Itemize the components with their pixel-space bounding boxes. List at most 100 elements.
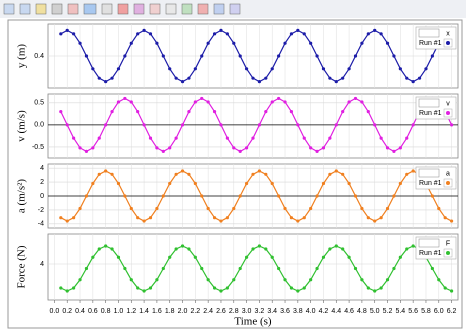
data-point [148,32,153,36]
data-point [347,255,351,259]
data-point [238,194,242,198]
data-point [321,181,326,186]
data-point [341,172,345,176]
data-point [277,96,281,101]
data-point [104,80,108,84]
x-tick-label: 3.0 [242,308,252,315]
tool-icon[interactable] [35,3,47,15]
legend-marker [446,41,450,45]
tool-icon[interactable] [117,3,129,15]
tool-icon[interactable] [3,3,15,15]
data-point [65,123,69,127]
tool-icon[interactable] [83,3,97,15]
data-point [110,76,114,80]
data-point [430,266,434,271]
data-point [328,247,332,251]
data-point [116,67,121,71]
data-point [84,54,89,58]
x-tick-label: 1.6 [152,308,162,315]
y-tick-label: 0.5 [34,100,44,107]
data-point [148,216,153,220]
data-point [129,41,133,45]
tool-icon[interactable] [149,3,161,15]
data-point [251,76,255,80]
data-point [270,100,274,104]
data-point [366,32,370,36]
data-point [302,136,306,140]
data-point [136,286,140,290]
data-point [328,172,332,176]
data-point [334,80,338,84]
data-point [200,266,204,271]
data-point [277,194,281,198]
x-tick-label: 2.4 [203,308,213,315]
data-point [123,54,127,58]
tool-icon[interactable] [181,3,193,15]
data-point [417,76,422,80]
data-point [155,278,159,282]
data-point [347,100,351,104]
y-tick-label: 2 [40,179,44,186]
x-tick-label: 4.8 [357,308,367,315]
data-point [405,247,409,251]
data-point [392,194,396,198]
y-tick-label: -4 [38,221,44,228]
data-point [283,206,287,211]
data-point [309,206,313,211]
data-point [334,123,338,127]
data-point [264,110,268,114]
data-point [161,266,165,271]
tool-icon[interactable] [213,3,225,15]
y-axis-label: a (m/s²) [16,179,28,213]
tool-icon[interactable] [133,3,145,15]
data-point [283,41,287,45]
x-tick-label: 0.4 [75,308,85,315]
x-tick-label: 5.0 [370,308,380,315]
data-point [321,67,326,71]
data-point [174,247,178,251]
data-point [398,255,402,259]
data-point [373,289,377,293]
data-point [142,219,146,223]
y-tick-label: -0.5 [32,144,44,151]
data-point [353,266,358,271]
tool-icon[interactable] [101,3,113,15]
data-point [104,123,108,127]
data-point [398,67,402,71]
data-point [129,278,133,282]
plot-area [47,93,459,159]
data-point [136,216,140,220]
data-point [155,146,159,150]
data-point [225,216,229,220]
x-tick-label: 6.2 [447,308,457,315]
tool-icon[interactable] [197,3,209,15]
tool-icon[interactable] [19,3,31,15]
legend-symbol: v [446,100,450,107]
data-point [187,76,191,80]
x-tick-label: 0.2 [62,308,72,315]
data-point [385,146,390,150]
data-point [289,110,294,114]
data-point [264,76,268,80]
data-point [244,181,249,186]
data-point [309,146,313,150]
data-point [296,289,300,293]
data-point [72,216,76,220]
data-point [270,67,274,71]
tool-icon[interactable] [229,3,241,15]
data-point [264,247,268,251]
legend-input [418,238,440,248]
data-point [193,255,197,259]
data-point [225,136,229,140]
data-point [341,247,345,251]
tool-icon[interactable] [67,3,79,15]
tool-icon[interactable] [51,3,63,15]
tool-icon[interactable] [165,3,177,15]
data-point [116,255,121,259]
data-point [84,194,89,198]
data-point [212,286,217,290]
x-tick-label: 1.2 [126,308,136,315]
data-point [379,136,383,140]
data-point [174,136,178,140]
